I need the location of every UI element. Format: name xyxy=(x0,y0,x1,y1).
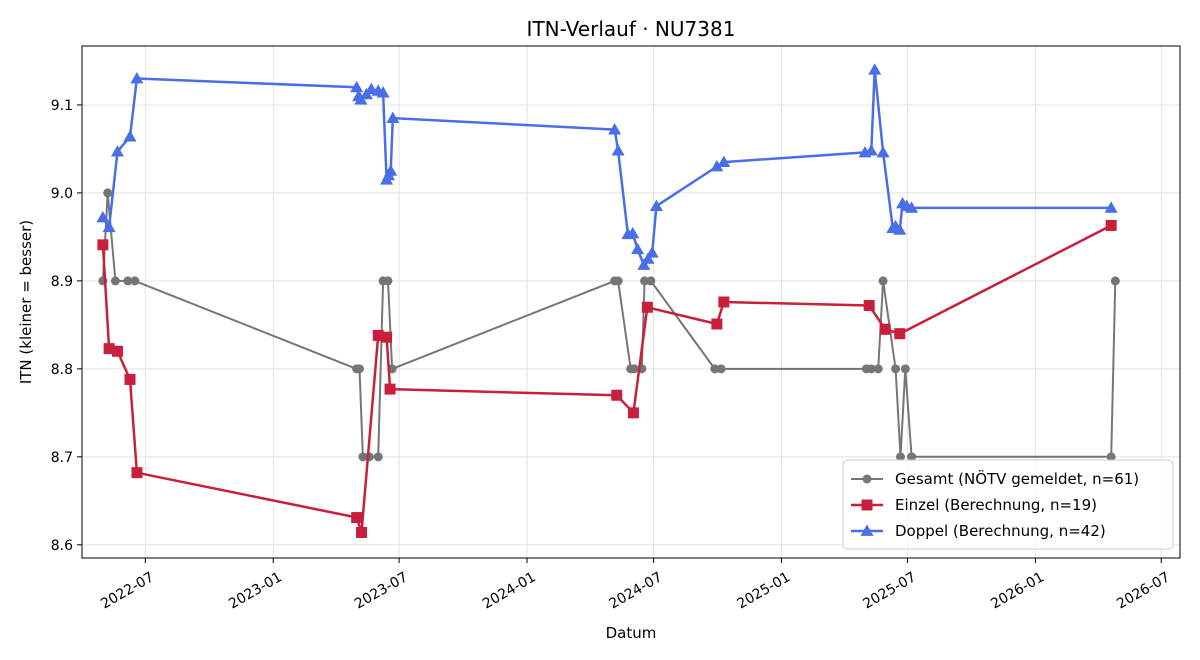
data-point xyxy=(613,276,623,286)
data-point xyxy=(350,80,364,93)
data-point xyxy=(103,188,113,198)
data-point xyxy=(354,364,364,374)
data-point xyxy=(640,276,650,286)
y-tick-label: 8.9 xyxy=(51,274,73,290)
legend-entry xyxy=(851,474,883,484)
data-point xyxy=(717,155,731,167)
data-point xyxy=(384,164,398,176)
legend-marker xyxy=(860,524,874,536)
data-point xyxy=(645,246,659,258)
y-tick-label: 9.1 xyxy=(51,98,73,114)
data-point xyxy=(873,364,883,374)
data-point xyxy=(710,364,720,374)
data-point xyxy=(1105,219,1117,231)
data-point xyxy=(358,452,368,462)
series-circle xyxy=(98,188,1120,462)
data-point xyxy=(376,86,390,98)
y-tick-label: 8.7 xyxy=(51,450,73,466)
y-axis-title: ITN (kleiner = besser) xyxy=(17,220,35,384)
data-point xyxy=(876,145,890,158)
y-tick-label: 8.6 xyxy=(51,538,73,554)
data-point xyxy=(384,383,396,395)
legend-marker xyxy=(861,499,873,511)
data-point xyxy=(718,296,730,308)
y-tick-label: 8.8 xyxy=(51,362,73,378)
legend-label: Doppel (Berechnung, n=42) xyxy=(895,522,1106,540)
data-point xyxy=(863,300,875,312)
plot-frame xyxy=(81,45,1181,559)
legend-label: Gesamt (NÖTV gemeldet, n=61) xyxy=(895,469,1139,488)
data-point xyxy=(130,72,144,84)
data-point xyxy=(878,276,888,286)
data-point xyxy=(103,343,115,355)
legend-entry xyxy=(851,524,883,536)
data-point xyxy=(110,276,120,286)
data-point xyxy=(110,145,124,157)
data-point xyxy=(111,345,123,357)
data-point xyxy=(373,452,383,462)
data-point xyxy=(130,276,140,286)
data-point xyxy=(900,364,910,374)
data-point xyxy=(123,130,137,142)
data-point xyxy=(868,63,882,75)
data-point xyxy=(381,331,393,343)
data-point xyxy=(124,373,136,385)
data-point xyxy=(123,276,133,286)
chart-title: ITN-Verlauf · NU7381 xyxy=(527,17,736,41)
legend-marker xyxy=(862,474,872,484)
data-point xyxy=(611,389,623,401)
data-point xyxy=(629,364,639,374)
data-point xyxy=(710,160,724,172)
data-point xyxy=(131,467,143,479)
data-point xyxy=(907,452,917,462)
data-point xyxy=(716,364,726,374)
series-square xyxy=(97,219,1117,538)
data-point xyxy=(895,452,905,462)
data-point xyxy=(627,407,639,419)
data-point xyxy=(372,329,384,341)
data-point xyxy=(646,276,656,286)
legend-label: Einzel (Berechnung, n=19) xyxy=(895,496,1097,514)
data-point xyxy=(1110,276,1120,286)
data-point xyxy=(641,301,653,313)
data-point xyxy=(631,242,645,255)
data-point xyxy=(96,211,110,223)
data-point xyxy=(637,258,651,270)
data-point xyxy=(351,512,363,524)
data-point xyxy=(864,144,878,156)
series-layer xyxy=(96,63,1120,538)
data-point xyxy=(102,220,116,233)
data-point xyxy=(386,111,400,124)
data-point xyxy=(894,328,906,340)
data-point xyxy=(608,123,622,135)
legend: Gesamt (NÖTV gemeldet, n=61) Einzel (Bere… xyxy=(842,459,1174,550)
data-point xyxy=(1104,201,1118,213)
data-point xyxy=(905,201,919,213)
data-point xyxy=(641,252,655,264)
legend-entry xyxy=(851,499,883,511)
data-point xyxy=(893,223,907,235)
legend-box xyxy=(842,459,1174,550)
data-point xyxy=(891,364,901,374)
data-point xyxy=(1106,452,1116,462)
data-point xyxy=(649,199,663,211)
data-point xyxy=(626,226,640,239)
data-point xyxy=(383,276,393,286)
data-point xyxy=(611,144,625,156)
data-point xyxy=(866,364,876,374)
data-point xyxy=(879,323,891,335)
series-triangle xyxy=(96,63,1118,270)
data-point xyxy=(97,239,109,251)
data-point xyxy=(356,526,368,538)
x-axis-title: Datum xyxy=(606,624,657,642)
y-tick-label: 9.0 xyxy=(51,186,73,202)
data-point xyxy=(711,318,723,330)
